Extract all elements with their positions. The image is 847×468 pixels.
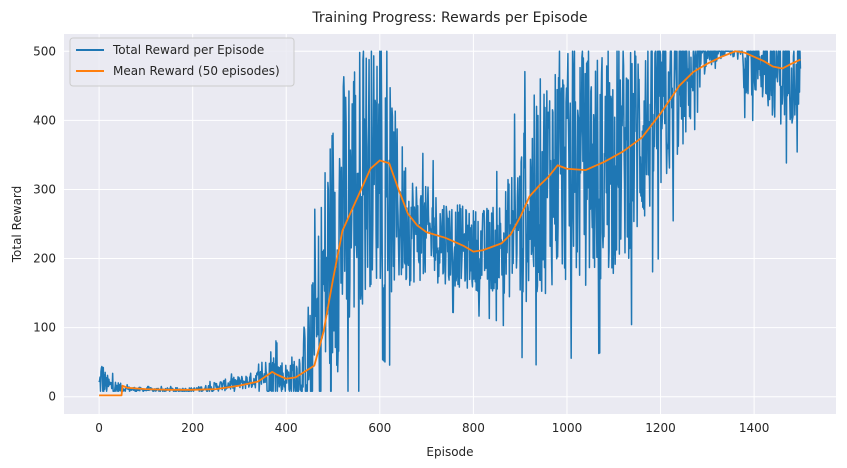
x-axis-label: Episode — [426, 445, 473, 459]
series-line-0 — [98, 50, 802, 392]
y-tick-label: 500 — [33, 44, 56, 58]
legend-label-mean-reward: Mean Reward (50 episodes) — [113, 64, 280, 78]
tick-labels: 0 200 400 600 800 1000 1200 1400 0 100 200 300 400 50… — [33, 44, 769, 435]
x-tick-label: 1000 — [552, 421, 583, 435]
x-tick-label: 600 — [368, 421, 391, 435]
x-tick-label: 400 — [275, 421, 298, 435]
y-tick-label: 400 — [33, 113, 56, 127]
series-layer — [98, 50, 802, 397]
y-tick-label: 0 — [48, 390, 56, 404]
x-tick-label: 0 — [95, 421, 103, 435]
x-tick-label: 1200 — [645, 421, 676, 435]
legend: Total Reward per Episode Mean Reward (50… — [69, 37, 295, 87]
x-tick-label: 200 — [181, 421, 204, 435]
legend-label-total-reward: Total Reward per Episode — [112, 43, 264, 57]
y-tick-label: 200 — [33, 252, 56, 266]
x-tick-label: 800 — [462, 421, 485, 435]
y-axis-label: Total Reward — [10, 186, 24, 264]
chart-title: Training Progress: Rewards per Episode — [311, 10, 587, 26]
series-line-1 — [99, 50, 801, 397]
y-tick-label: 300 — [33, 182, 56, 196]
y-tick-label: 100 — [33, 321, 56, 335]
x-tick-label: 1400 — [739, 421, 770, 435]
legend-box — [69, 37, 295, 87]
